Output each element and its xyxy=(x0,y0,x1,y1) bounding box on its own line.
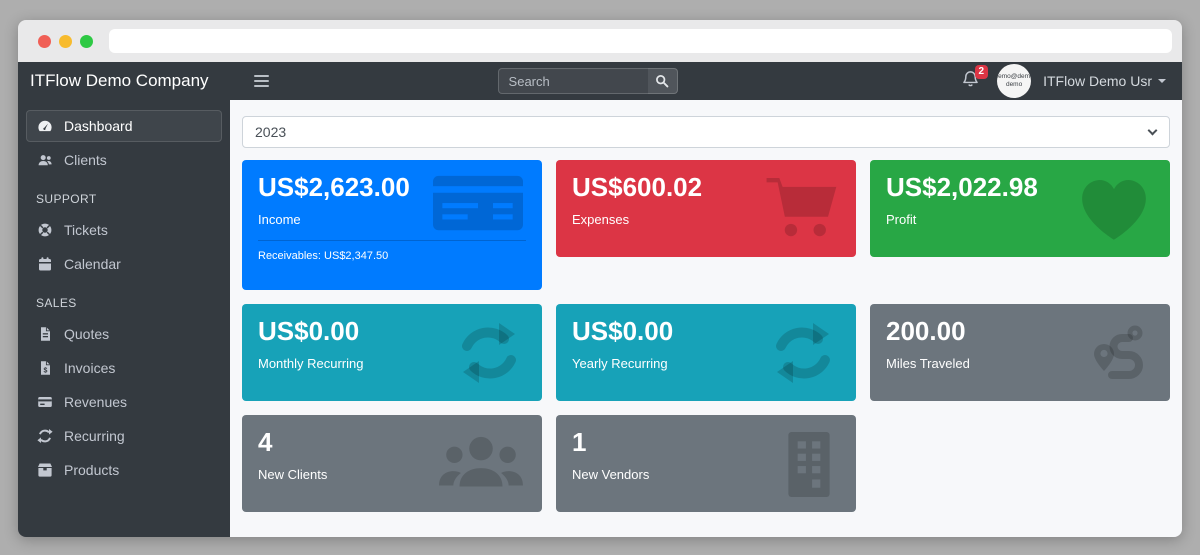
dashboard-cards: US$2,623.00 Income Receivables: US$2,347… xyxy=(242,160,1170,512)
credit-card-icon xyxy=(38,397,52,407)
sidebar-label-tickets: Tickets xyxy=(64,222,108,238)
sidebar-label-invoices: Invoices xyxy=(64,360,116,376)
avatar-text-line2: demo xyxy=(1005,81,1023,88)
credit-card-icon xyxy=(433,175,523,231)
yearly-recurring-value: US$0.00 xyxy=(572,316,674,346)
new-clients-card[interactable]: 4 New Clients xyxy=(242,415,542,512)
sidebar-item-calendar[interactable]: Calendar xyxy=(26,248,222,280)
sidebar-label-products: Products xyxy=(64,462,120,478)
sidebar-item-clients[interactable]: Clients xyxy=(26,144,222,176)
sidebar: Dashboard Clients SUPPORT xyxy=(18,100,230,537)
card-divider xyxy=(258,239,526,241)
sidebar-item-dashboard[interactable]: Dashboard xyxy=(26,110,222,142)
file-lines-icon xyxy=(41,327,50,341)
main-content: 2023 US$2,623.00 Income xyxy=(230,100,1182,537)
shopping-cart-icon xyxy=(766,177,837,236)
avatar-text-line1: demo@demo xyxy=(997,72,1031,80)
yearly-recurring-card[interactable]: US$0.00 Yearly Recurring xyxy=(556,304,856,401)
miles-traveled-value: 200.00 xyxy=(886,316,966,346)
browser-window: ITFlow Demo Company 2 demo@demo xyxy=(18,20,1182,537)
profit-value: US$2,022.98 xyxy=(886,172,1038,202)
svg-text:$: $ xyxy=(44,368,48,375)
monthly-recurring-card[interactable]: US$0.00 Monthly Recurring xyxy=(242,304,542,401)
notifications-button[interactable]: 2 xyxy=(962,65,989,92)
url-bar[interactable] xyxy=(109,29,1172,53)
income-label: Income xyxy=(258,211,301,227)
chevron-down-icon xyxy=(1158,79,1166,83)
sidebar-item-products[interactable]: Products xyxy=(26,454,222,486)
sidebar-label-recurring: Recurring xyxy=(64,428,125,444)
profit-label: Profit xyxy=(886,211,917,227)
user-menu[interactable]: ITFlow Demo Usr xyxy=(1043,73,1166,89)
building-icon xyxy=(788,431,830,497)
new-clients-label: New Clients xyxy=(258,466,328,482)
new-clients-value: 4 xyxy=(258,427,273,457)
income-card[interactable]: US$2,623.00 Income Receivables: US$2,347… xyxy=(242,160,542,290)
users-icon xyxy=(439,436,523,487)
sidebar-label-quotes: Quotes xyxy=(64,326,110,342)
tachometer-icon xyxy=(38,120,52,132)
year-select[interactable]: 2023 xyxy=(242,116,1170,148)
notification-count-badge: 2 xyxy=(974,65,989,79)
heart-icon xyxy=(1082,179,1146,240)
sidebar-label-clients: Clients xyxy=(64,152,107,168)
sync-icon xyxy=(37,429,53,443)
new-vendors-label: New Vendors xyxy=(572,466,650,482)
sidebar-section-sales: SALES xyxy=(36,296,77,310)
life-ring-icon xyxy=(38,223,52,237)
sidebar-label-revenues: Revenues xyxy=(64,394,128,410)
yearly-recurring-label: Yearly Recurring xyxy=(572,355,668,371)
search-button[interactable] xyxy=(647,68,678,94)
monthly-recurring-label: Monthly Recurring xyxy=(258,355,364,371)
navbar-search xyxy=(497,68,678,94)
profit-card[interactable]: US$2,022.98 Profit xyxy=(870,160,1170,257)
users-icon xyxy=(38,155,52,166)
new-vendors-value: 1 xyxy=(572,427,587,457)
miles-traveled-label: Miles Traveled xyxy=(886,355,970,371)
top-navbar: ITFlow Demo Company 2 demo@demo xyxy=(18,62,1182,100)
year-select-wrap: 2023 xyxy=(242,116,1170,148)
sync-icon xyxy=(462,322,516,383)
income-value: US$2,623.00 xyxy=(258,172,410,202)
route-icon xyxy=(1094,325,1143,379)
sync-icon xyxy=(776,322,830,383)
search-input[interactable] xyxy=(497,68,648,94)
hamburger-menu-icon[interactable] xyxy=(250,69,273,94)
file-invoice-dollar-icon: $ xyxy=(41,361,50,375)
box-icon xyxy=(38,463,52,477)
monthly-recurring-value: US$0.00 xyxy=(258,316,360,346)
expenses-value: US$600.02 xyxy=(572,172,703,202)
miles-traveled-card[interactable]: 200.00 Miles Traveled xyxy=(870,304,1170,401)
user-avatar[interactable]: demo@demo demo xyxy=(997,64,1032,98)
sidebar-section-support: SUPPORT xyxy=(36,192,97,206)
user-name-label: ITFlow Demo Usr xyxy=(1043,73,1152,89)
navbar-right-group: 2 demo@demo demo ITFlow Demo Usr xyxy=(962,64,1182,98)
brand-title[interactable]: ITFlow Demo Company xyxy=(30,71,209,90)
minimize-window-button[interactable] xyxy=(59,34,72,48)
expenses-label: Expenses xyxy=(572,211,630,227)
new-vendors-card[interactable]: 1 New Vendors xyxy=(556,415,856,512)
sidebar-item-invoices[interactable]: $ Invoices xyxy=(26,352,222,384)
sidebar-label-calendar: Calendar xyxy=(64,256,121,272)
income-receivables: Receivables: US$2,347.50 xyxy=(258,249,389,262)
calendar-icon xyxy=(39,257,51,271)
sidebar-item-recurring[interactable]: Recurring xyxy=(26,420,222,452)
window-controls xyxy=(38,34,93,48)
search-icon xyxy=(656,75,669,88)
close-window-button[interactable] xyxy=(38,34,51,48)
zoom-window-button[interactable] xyxy=(80,34,93,48)
sidebar-item-quotes[interactable]: Quotes xyxy=(26,318,222,350)
sidebar-label-dashboard: Dashboard xyxy=(64,118,133,134)
browser-chrome xyxy=(18,20,1182,62)
sidebar-item-tickets[interactable]: Tickets xyxy=(26,214,222,246)
expenses-card[interactable]: US$600.02 Expenses xyxy=(556,160,856,257)
sidebar-item-revenues[interactable]: Revenues xyxy=(26,386,222,418)
